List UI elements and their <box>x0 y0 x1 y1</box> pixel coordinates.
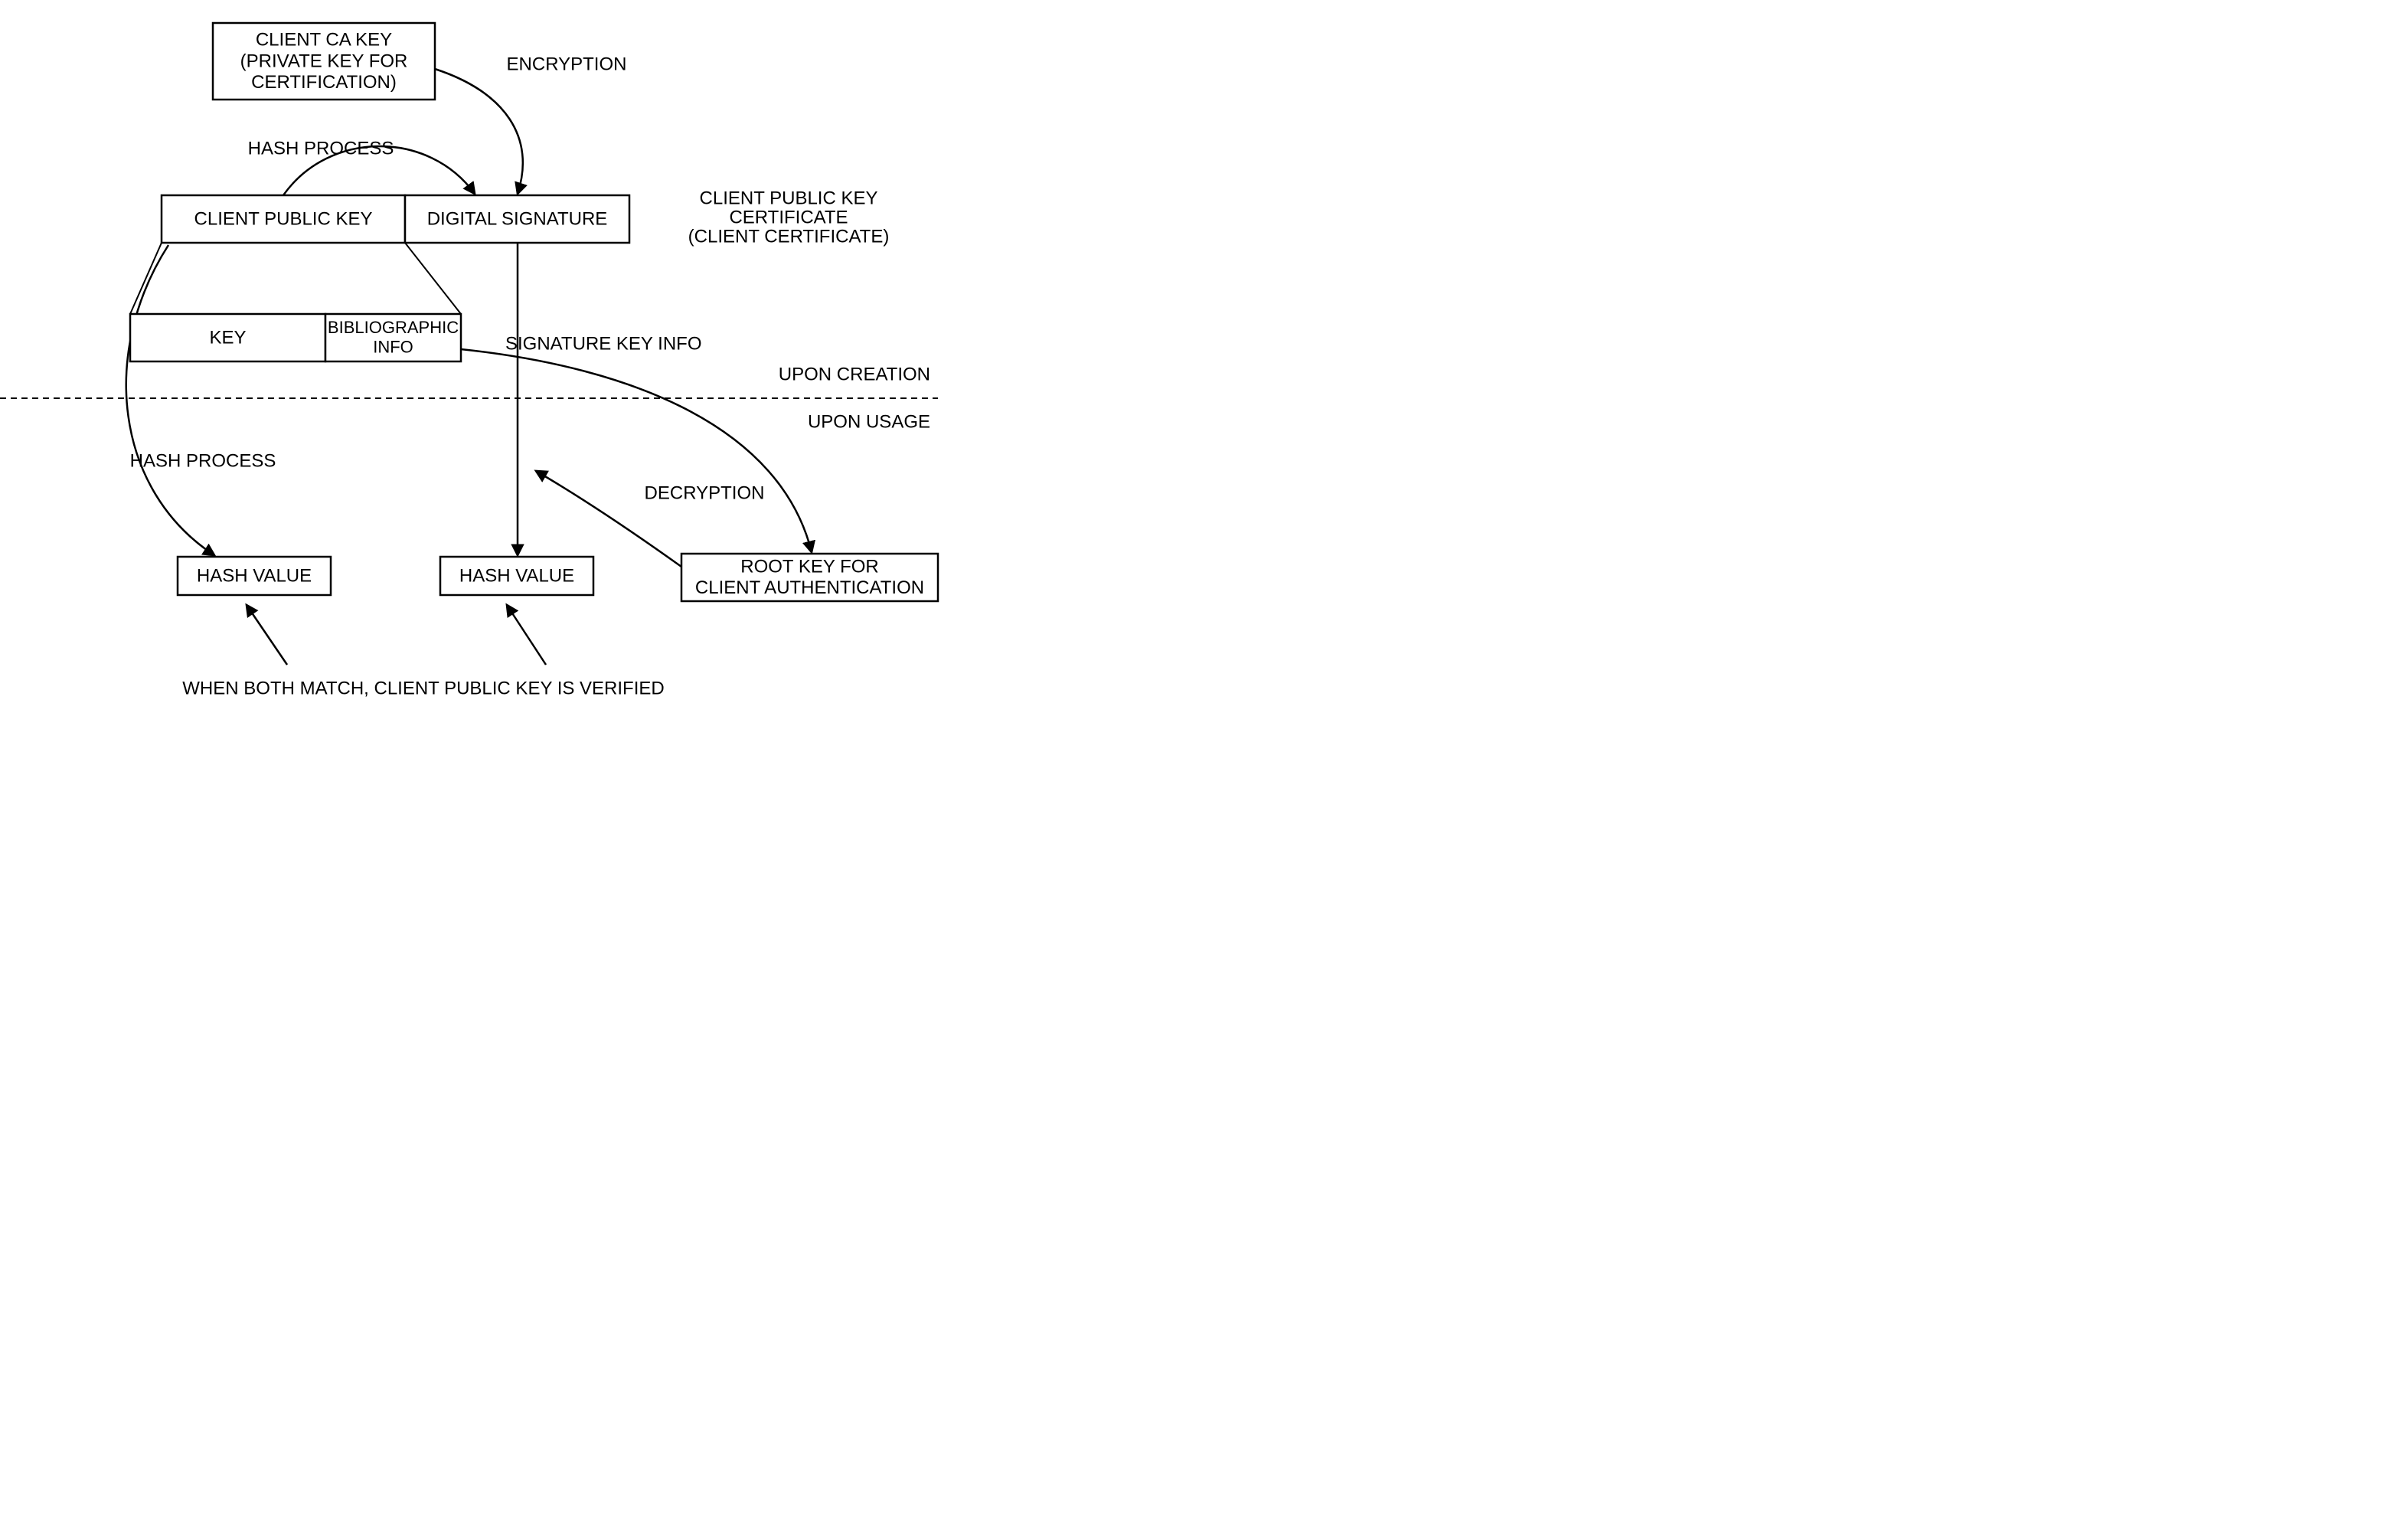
label-hash_process_top: HASH PROCESS <box>248 138 394 159</box>
label-sig_key_info: SIGNATURE KEY INFO <box>505 333 702 354</box>
label-cert_right_3: (CLIENT CERTIFICATE) <box>688 226 890 247</box>
zoom-line-z2 <box>405 243 461 314</box>
node-hash_value_right: HASH VALUE <box>440 557 593 595</box>
node-label-digital_signature: DIGITAL SIGNATURE <box>427 208 608 229</box>
label-cert_right_1: CLIENT PUBLIC KEY <box>700 188 878 208</box>
node-label-hash_value_left: HASH VALUE <box>197 565 312 586</box>
node-label-client_public_key: CLIENT PUBLIC KEY <box>194 208 373 229</box>
node-label-root_key-1: CLIENT AUTHENTICATION <box>695 577 924 598</box>
node-label-biblio_sub-1: INFO <box>373 337 413 356</box>
label-cert_right_2: CERTIFICATE <box>729 207 848 227</box>
zoom-line-z1 <box>130 243 162 314</box>
node-label-hash_value_right: HASH VALUE <box>459 565 574 586</box>
node-biblio_sub: BIBLIOGRAPHICINFO <box>325 314 461 361</box>
label-decryption: DECRYPTION <box>645 482 765 503</box>
node-client_ca_key: CLIENT CA KEY(PRIVATE KEY FORCERTIFICATI… <box>213 23 435 100</box>
label-upon_creation: UPON CREATION <box>779 364 930 384</box>
node-label-client_ca_key-0: CLIENT CA KEY <box>256 30 392 51</box>
node-hash_value_left: HASH VALUE <box>178 557 331 595</box>
edge-e_note_left <box>247 605 287 665</box>
label-hash_process_bottom: HASH PROCESS <box>130 450 276 471</box>
node-label-biblio_sub-0: BIBLIOGRAPHIC <box>328 318 459 337</box>
node-client_public_key: CLIENT PUBLIC KEY <box>162 195 405 243</box>
node-label-client_ca_key-1: (PRIVATE KEY FOR <box>240 51 408 71</box>
edge-e_note_right <box>507 605 546 665</box>
node-label-key_sub: KEY <box>209 327 246 348</box>
node-digital_signature: DIGITAL SIGNATURE <box>405 195 629 243</box>
label-upon_usage: UPON USAGE <box>808 411 930 432</box>
label-bottom_note: WHEN BOTH MATCH, CLIENT PUBLIC KEY IS VE… <box>182 678 664 698</box>
label-encryption: ENCRYPTION <box>507 54 627 74</box>
edge-e_encryption <box>435 69 523 194</box>
node-root_key: ROOT KEY FORCLIENT AUTHENTICATION <box>681 554 938 601</box>
node-label-client_ca_key-2: CERTIFICATION) <box>251 72 397 93</box>
node-label-root_key-0: ROOT KEY FOR <box>740 557 878 577</box>
node-key_sub: KEY <box>130 314 325 361</box>
edge-e_sigkey_to_root <box>461 349 812 552</box>
